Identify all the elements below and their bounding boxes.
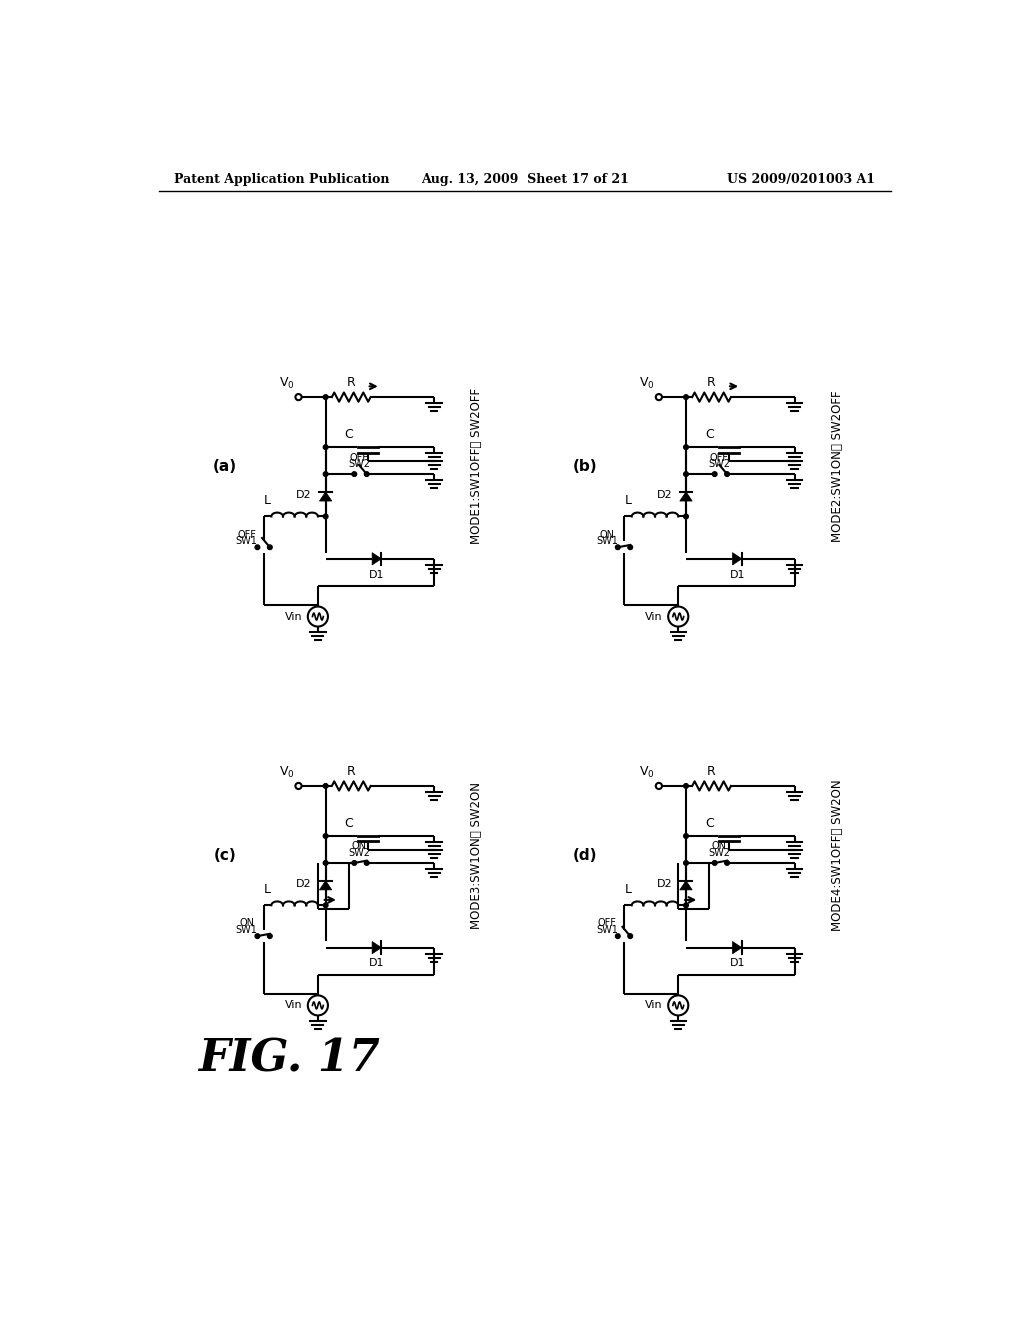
- Text: D1: D1: [729, 570, 744, 579]
- Text: SW1: SW1: [236, 536, 257, 546]
- Text: R: R: [347, 376, 355, 389]
- Circle shape: [255, 933, 260, 939]
- Polygon shape: [319, 492, 332, 502]
- Text: SW2: SW2: [709, 459, 730, 470]
- Text: D2: D2: [296, 490, 311, 500]
- Text: (c): (c): [213, 847, 237, 863]
- Circle shape: [713, 471, 717, 477]
- Circle shape: [684, 834, 688, 838]
- Circle shape: [255, 545, 260, 549]
- Text: (d): (d): [573, 847, 597, 863]
- Circle shape: [324, 903, 328, 908]
- Text: MODE4:SW1OFF， SW2ON: MODE4:SW1OFF， SW2ON: [830, 779, 844, 931]
- Circle shape: [324, 515, 328, 519]
- Circle shape: [628, 545, 633, 549]
- Text: L: L: [264, 494, 271, 507]
- Text: C: C: [705, 428, 714, 441]
- Circle shape: [725, 861, 729, 866]
- Text: V$_0$: V$_0$: [279, 764, 295, 780]
- Text: C: C: [344, 817, 353, 830]
- Text: SW1: SW1: [596, 536, 617, 546]
- Circle shape: [324, 445, 328, 449]
- Circle shape: [713, 861, 717, 866]
- Circle shape: [628, 933, 633, 939]
- Circle shape: [324, 395, 328, 400]
- Text: OFF: OFF: [710, 453, 729, 462]
- Text: SW1: SW1: [596, 925, 617, 936]
- Text: R: R: [347, 766, 355, 779]
- Text: Vin: Vin: [285, 1001, 302, 1010]
- Text: ON: ON: [599, 529, 614, 540]
- Text: Vin: Vin: [285, 611, 302, 622]
- Circle shape: [352, 861, 356, 866]
- Polygon shape: [680, 880, 692, 890]
- Circle shape: [684, 395, 688, 400]
- Text: SW1: SW1: [236, 925, 257, 936]
- Text: V$_0$: V$_0$: [639, 764, 655, 780]
- Text: ON: ON: [712, 841, 727, 851]
- Text: D2: D2: [656, 490, 672, 500]
- Circle shape: [267, 545, 272, 549]
- Text: Vin: Vin: [645, 611, 663, 622]
- Polygon shape: [732, 553, 741, 565]
- Circle shape: [324, 471, 328, 477]
- Text: (b): (b): [573, 459, 598, 474]
- Polygon shape: [319, 880, 332, 890]
- Circle shape: [684, 515, 688, 519]
- Text: V$_0$: V$_0$: [639, 376, 655, 391]
- Text: C: C: [344, 428, 353, 441]
- Circle shape: [684, 903, 688, 908]
- Text: SW2: SW2: [709, 849, 730, 858]
- Text: FIG. 17: FIG. 17: [198, 1038, 380, 1081]
- Text: MODE1:SW1OFF， SW2OFF: MODE1:SW1OFF， SW2OFF: [470, 388, 483, 544]
- Circle shape: [365, 471, 369, 477]
- Circle shape: [725, 471, 729, 477]
- Text: OFF: OFF: [238, 529, 256, 540]
- Text: L: L: [625, 494, 632, 507]
- Text: R: R: [708, 766, 716, 779]
- Circle shape: [684, 861, 688, 866]
- Text: D1: D1: [369, 570, 385, 579]
- Text: Vin: Vin: [645, 1001, 663, 1010]
- Text: L: L: [625, 883, 632, 896]
- Text: D1: D1: [369, 958, 385, 969]
- Text: D2: D2: [656, 879, 672, 888]
- Polygon shape: [680, 492, 692, 502]
- Circle shape: [615, 545, 621, 549]
- Text: SW2: SW2: [348, 459, 370, 470]
- Text: D2: D2: [296, 879, 311, 888]
- Circle shape: [324, 861, 328, 866]
- Circle shape: [684, 784, 688, 788]
- Circle shape: [324, 834, 328, 838]
- Circle shape: [324, 784, 328, 788]
- Circle shape: [684, 471, 688, 477]
- Circle shape: [267, 933, 272, 939]
- Text: Patent Application Publication: Patent Application Publication: [174, 173, 390, 186]
- Text: MODE2:SW1ON， SW2OFF: MODE2:SW1ON， SW2OFF: [830, 391, 844, 543]
- Text: C: C: [705, 817, 714, 830]
- Text: D1: D1: [729, 958, 744, 969]
- Text: OFF: OFF: [349, 453, 369, 462]
- Circle shape: [684, 445, 688, 449]
- Text: Aug. 13, 2009  Sheet 17 of 21: Aug. 13, 2009 Sheet 17 of 21: [421, 173, 629, 186]
- Polygon shape: [372, 941, 381, 954]
- Circle shape: [615, 933, 621, 939]
- Text: L: L: [264, 883, 271, 896]
- Text: ON: ON: [239, 919, 254, 928]
- Text: US 2009/0201003 A1: US 2009/0201003 A1: [727, 173, 876, 186]
- Polygon shape: [732, 941, 741, 954]
- Text: R: R: [708, 376, 716, 389]
- Text: MODE3:SW1ON， SW2ON: MODE3:SW1ON， SW2ON: [470, 781, 483, 929]
- Circle shape: [352, 471, 356, 477]
- Text: (a): (a): [213, 459, 237, 474]
- Text: SW2: SW2: [348, 849, 370, 858]
- Text: OFF: OFF: [598, 919, 616, 928]
- Text: ON: ON: [351, 841, 367, 851]
- Polygon shape: [372, 553, 381, 565]
- Text: V$_0$: V$_0$: [279, 376, 295, 391]
- Circle shape: [365, 861, 369, 866]
